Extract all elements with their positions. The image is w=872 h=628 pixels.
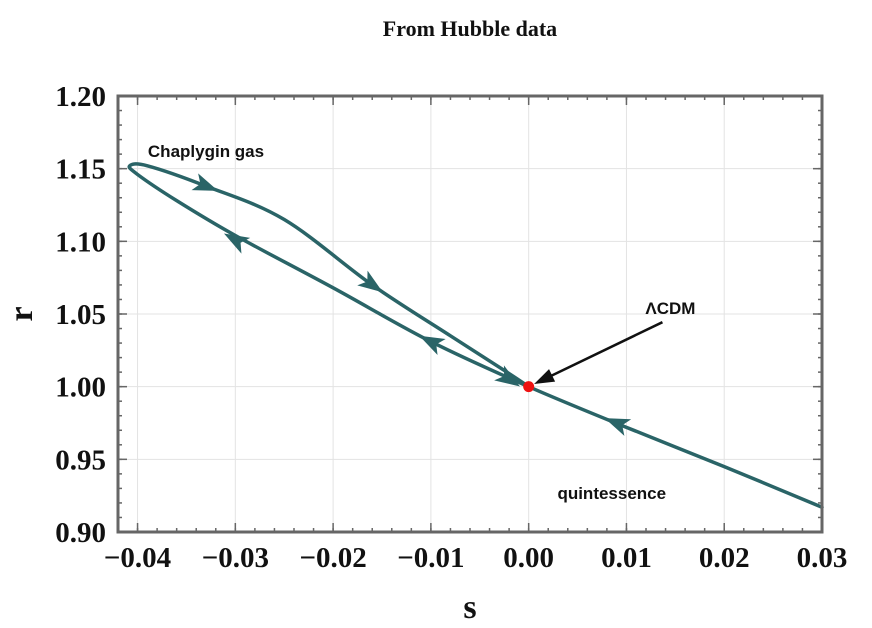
axis-ticks: −0.04 −0.03 −0.02 −0.01 0.00 0.01 0.02 0.03 0.90… [55, 81, 847, 574]
lcdm-pointer-arrowhead [534, 369, 556, 385]
trajectory-line [127, 162, 824, 510]
y-tick-label: 1.20 [55, 81, 106, 113]
x-tick-label: 0.01 [601, 542, 652, 574]
y-tick-label: 1.10 [55, 226, 106, 258]
x-tick-label: −0.04 [104, 542, 171, 574]
x-tick-label: −0.01 [397, 542, 464, 574]
y-tick-label: 1.05 [55, 299, 106, 331]
y-tick-label: 1.00 [55, 372, 106, 404]
annotation-chaplygin-gas: Chaplygin gas [148, 142, 264, 161]
direction-arrowhead [357, 270, 383, 293]
direction-arrowhead [191, 173, 219, 191]
x-tick-label: −0.03 [202, 542, 269, 574]
direction-arrowhead [223, 233, 251, 254]
annotation-lcdm: ΛCDM [645, 299, 695, 318]
lcdm-point [523, 381, 535, 393]
x-tick-label: 0.02 [699, 542, 750, 574]
direction-arrowhead [604, 418, 632, 436]
chart-title: From Hubble data [383, 16, 557, 41]
annotation-quintessence: quintessence [557, 484, 666, 503]
y-axis-label: r [3, 306, 40, 321]
direction-arrowhead [494, 365, 521, 387]
x-tick-label: 0.00 [503, 542, 554, 574]
y-tick-label: 1.15 [55, 154, 106, 186]
lcdm-pointer-line [549, 321, 663, 378]
y-tick-label: 0.95 [55, 444, 106, 476]
direction-arrowhead [419, 335, 446, 356]
x-tick-label: 0.03 [797, 542, 848, 574]
markers [523, 321, 663, 393]
x-tick-label: −0.02 [299, 542, 366, 574]
trajectory [127, 162, 824, 510]
grid [118, 95, 823, 533]
x-axis-label: s [463, 589, 476, 626]
y-tick-label: 0.90 [55, 517, 106, 549]
